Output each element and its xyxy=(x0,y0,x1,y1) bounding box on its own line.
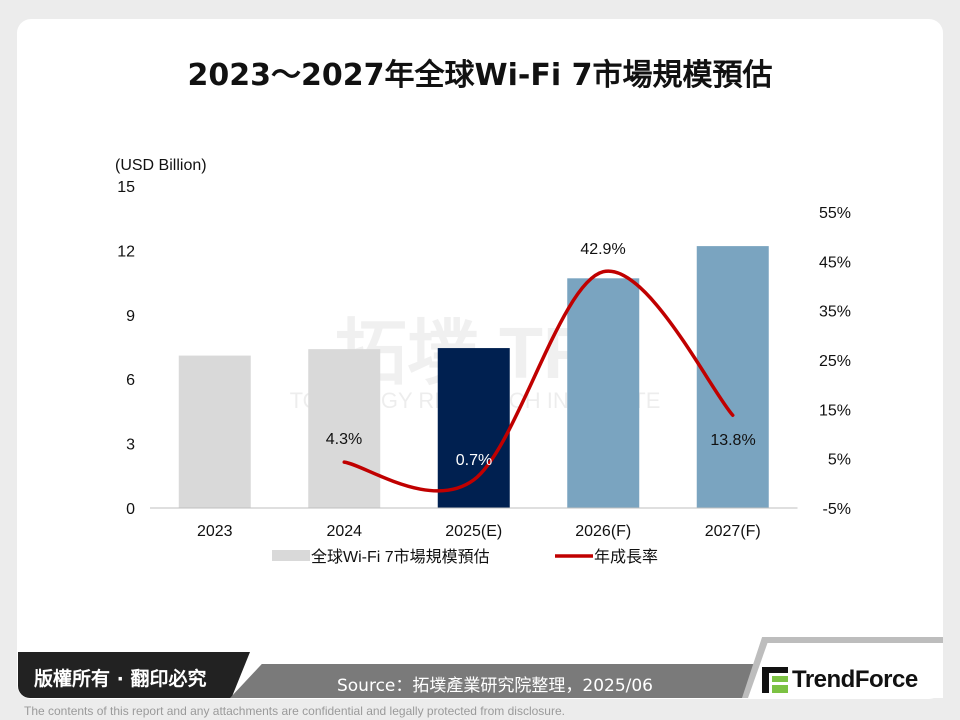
growth-data-label: 13.8% xyxy=(710,432,755,449)
x-tick-label: 2023 xyxy=(197,523,233,540)
x-tick-label: 2026(F) xyxy=(575,523,631,540)
trendforce-logo-text: TrendForce xyxy=(792,666,918,693)
y-left-tick-label: 3 xyxy=(126,437,135,454)
y-right-tick-label: -5% xyxy=(823,501,851,518)
x-tick-label: 2025(E) xyxy=(445,523,502,540)
y-left-tick-label: 0 xyxy=(126,501,135,518)
y-right-tick-label: 35% xyxy=(819,304,851,321)
y-right-tick-label: 25% xyxy=(819,353,851,370)
legend-swatch-bar xyxy=(272,550,310,561)
legend-label-bar: 全球Wi-Fi 7市場規模預估 xyxy=(311,548,490,566)
y-left-tick-label: 9 xyxy=(126,308,135,325)
disclaimer: The contents of this report and any atta… xyxy=(24,704,565,718)
legend-label-line: 年成長率 xyxy=(594,548,658,566)
source-text: Source：拓墣產業研究院整理，2025/06 xyxy=(336,676,653,696)
y-right-tick-label: 15% xyxy=(819,402,851,419)
y-left-tick-label: 15 xyxy=(117,179,135,196)
y-left-tick-label: 12 xyxy=(117,243,135,260)
x-tick-label: 2027(F) xyxy=(705,523,761,540)
trendforce-logo: TrendForce xyxy=(762,666,918,694)
growth-data-label: 42.9% xyxy=(580,241,625,258)
bar-2026(F) xyxy=(567,278,640,508)
y-left-axis-label: (USD Billion) xyxy=(115,157,207,174)
copyright-text: 版權所有 · 翻印必究 xyxy=(34,668,207,690)
source-banner: Source：拓墣產業研究院整理，2025/06 xyxy=(230,664,760,698)
bar-2023 xyxy=(178,355,251,508)
y-right-tick-label: 45% xyxy=(819,254,851,271)
bar-2024 xyxy=(308,349,381,508)
growth-data-label: 0.7% xyxy=(456,452,492,469)
chart-title: 2023～2027年全球Wi-Fi 7市場規模預估 xyxy=(187,58,773,93)
bar-2025(E) xyxy=(437,348,510,508)
y-right-tick-label: 55% xyxy=(819,205,851,222)
copyright-banner: 版權所有 · 翻印必究 xyxy=(18,652,250,698)
x-tick-label: 2024 xyxy=(326,523,362,540)
growth-data-label: 4.3% xyxy=(326,431,362,448)
y-right-tick-label: 5% xyxy=(828,452,851,469)
y-left-tick-label: 6 xyxy=(126,372,135,389)
trendforce-logo-icon xyxy=(762,667,788,693)
growth-line xyxy=(342,269,735,493)
